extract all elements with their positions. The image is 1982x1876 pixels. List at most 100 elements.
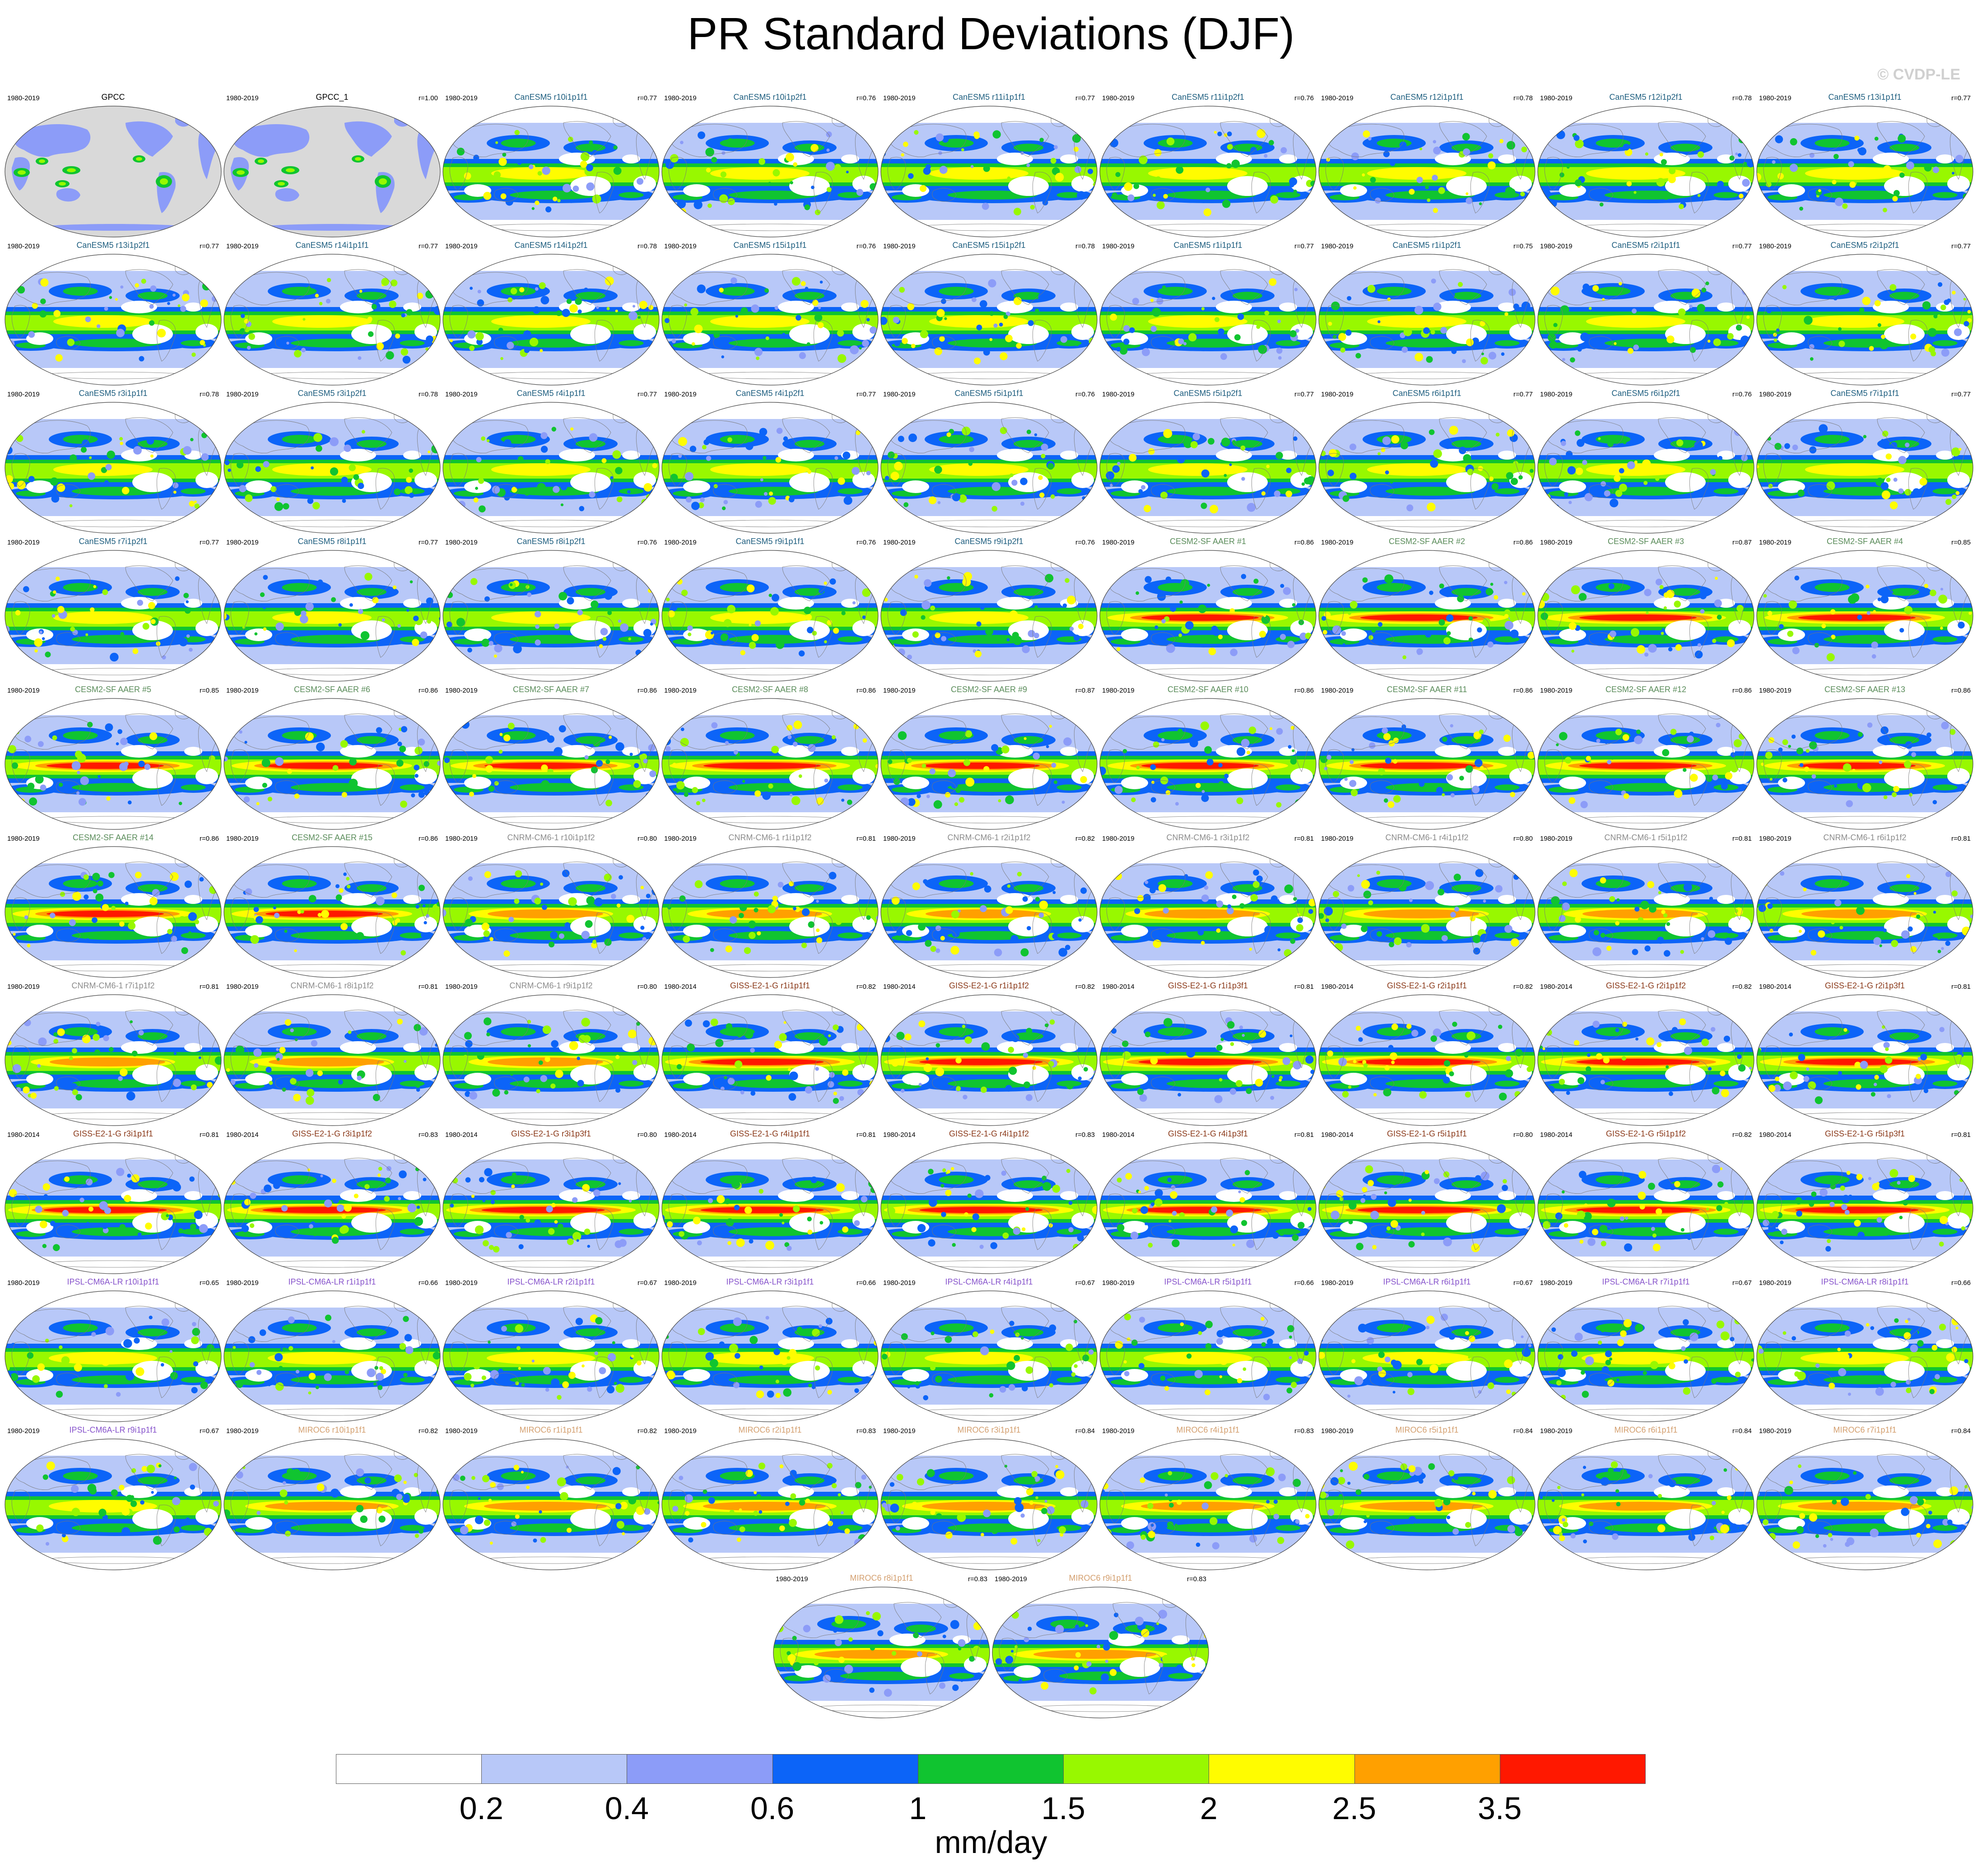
precip-speckle bbox=[935, 133, 944, 142]
panel-pattern-correlation: r=0.80 bbox=[637, 1131, 657, 1139]
panel-period: 1980-2019 bbox=[1321, 539, 1354, 546]
precip-speckle bbox=[1520, 191, 1525, 197]
panel-pattern-correlation: r=0.77 bbox=[856, 391, 876, 398]
precip-speckle bbox=[53, 590, 56, 594]
precip-speckle bbox=[1218, 763, 1223, 768]
precip-speckle bbox=[980, 1086, 987, 1093]
map-outline bbox=[5, 846, 222, 978]
precip-speckle bbox=[1212, 297, 1215, 300]
precip-speckle bbox=[572, 1197, 578, 1203]
map-outline bbox=[661, 846, 879, 978]
precip-speckle bbox=[428, 578, 433, 582]
precip-speckle bbox=[956, 1086, 961, 1091]
precip-speckle bbox=[319, 302, 323, 306]
precip-band bbox=[1538, 106, 1754, 123]
precip-speckle bbox=[527, 1019, 531, 1024]
precip-speckle bbox=[1390, 480, 1393, 484]
panel-title: CanESM5 r12i1p1f1 bbox=[1390, 93, 1464, 102]
precip-speckle bbox=[1041, 443, 1048, 451]
map-outline bbox=[1318, 254, 1535, 386]
precip-speckle bbox=[567, 1238, 574, 1245]
panel-period: 1980-2019 bbox=[664, 687, 697, 694]
precip-speckle bbox=[1406, 1024, 1412, 1029]
precip-speckle bbox=[814, 209, 821, 215]
precip-speckle bbox=[1968, 611, 1972, 615]
panel-title: CanESM5 r8i1p1f1 bbox=[298, 537, 367, 546]
precip-band bbox=[224, 698, 440, 715]
precip-speckle bbox=[1843, 763, 1852, 772]
precip-speckle bbox=[911, 344, 916, 349]
precip-speckle bbox=[28, 476, 35, 482]
precip-speckle bbox=[700, 497, 705, 503]
precip-speckle bbox=[835, 918, 842, 925]
precip-speckle bbox=[570, 427, 574, 431]
precip-speckle bbox=[1727, 333, 1734, 340]
precip-speckle bbox=[490, 1200, 495, 1204]
coastline bbox=[1439, 417, 1487, 453]
precip-speckle bbox=[1513, 303, 1519, 310]
precip-speckle bbox=[870, 183, 877, 191]
precip-blob bbox=[1056, 784, 1082, 791]
precip-speckle bbox=[1201, 894, 1209, 902]
precip-speckle bbox=[1190, 441, 1198, 448]
coastline bbox=[450, 568, 529, 602]
precip-speckle bbox=[1050, 494, 1055, 499]
precip-speckle bbox=[536, 1089, 540, 1094]
precip-speckle bbox=[340, 1225, 349, 1234]
map-panel: CNRM-CM6-1 r7i1p1f2 1980-2019 r=0.81 bbox=[4, 981, 223, 1129]
precip-speckle bbox=[711, 631, 714, 635]
precip-band bbox=[1757, 254, 1973, 271]
precip-speckle bbox=[364, 573, 372, 581]
precip-speckle bbox=[991, 744, 999, 751]
precip-speckle bbox=[868, 285, 874, 291]
precip-speckle bbox=[812, 299, 819, 306]
precip-speckle bbox=[397, 741, 402, 747]
precip-speckle bbox=[1246, 1088, 1252, 1094]
coastline bbox=[1808, 780, 1833, 794]
precip-speckle bbox=[954, 802, 958, 806]
precip-band bbox=[443, 698, 659, 715]
precip-speckle bbox=[921, 763, 926, 768]
precip-speckle bbox=[1051, 763, 1056, 768]
precip-speckle bbox=[637, 178, 644, 185]
precip-speckle bbox=[239, 485, 247, 493]
precip-speckle bbox=[924, 579, 932, 587]
coastline bbox=[1001, 121, 1049, 157]
precip-speckle bbox=[346, 877, 350, 881]
precip-speckle bbox=[1605, 740, 1608, 744]
map-panel: CanESM5 r4i1p1f1 1980-2019 r=0.77 bbox=[442, 389, 661, 537]
precip-speckle bbox=[429, 502, 435, 507]
precip-speckle bbox=[1826, 481, 1835, 490]
precip-speckle bbox=[1016, 343, 1022, 349]
precip-speckle bbox=[665, 746, 671, 752]
precip-speckle bbox=[1747, 1090, 1750, 1094]
precip-speckle bbox=[604, 592, 613, 600]
precip-speckle bbox=[981, 1042, 990, 1051]
pr-stddev-map bbox=[442, 1142, 660, 1274]
map-panel: CanESM5 r4i1p2f1 1980-2019 r=0.77 bbox=[661, 389, 879, 537]
precip-speckle bbox=[812, 631, 817, 636]
coastline bbox=[1589, 484, 1614, 498]
precip-speckle bbox=[584, 1229, 591, 1235]
precip-speckle bbox=[1777, 172, 1784, 180]
coastline bbox=[344, 1010, 392, 1046]
precip-blob bbox=[1121, 1073, 1148, 1085]
precip-speckle bbox=[1122, 1040, 1129, 1047]
precip-speckle bbox=[384, 1196, 390, 1202]
precip-speckle bbox=[1674, 789, 1683, 798]
precip-speckle bbox=[861, 300, 869, 308]
precip-speckle bbox=[738, 912, 744, 918]
coastline bbox=[231, 420, 310, 454]
map-outline bbox=[1537, 254, 1754, 386]
precip-speckle bbox=[1005, 335, 1013, 342]
precip-speckle bbox=[1871, 654, 1876, 659]
precip-speckle bbox=[684, 472, 694, 481]
precip-band bbox=[443, 402, 659, 419]
precip-speckle bbox=[96, 324, 101, 328]
precip-speckle bbox=[862, 340, 869, 347]
map-panel: CESM2-SF AAER #5 1980-2019 r=0.85 bbox=[4, 685, 223, 833]
panel-title: CanESM5 r13i1p2f1 bbox=[76, 241, 150, 250]
precip-speckle bbox=[5, 587, 12, 594]
precip-speckle bbox=[391, 279, 398, 287]
precip-speckle bbox=[1910, 946, 1917, 953]
